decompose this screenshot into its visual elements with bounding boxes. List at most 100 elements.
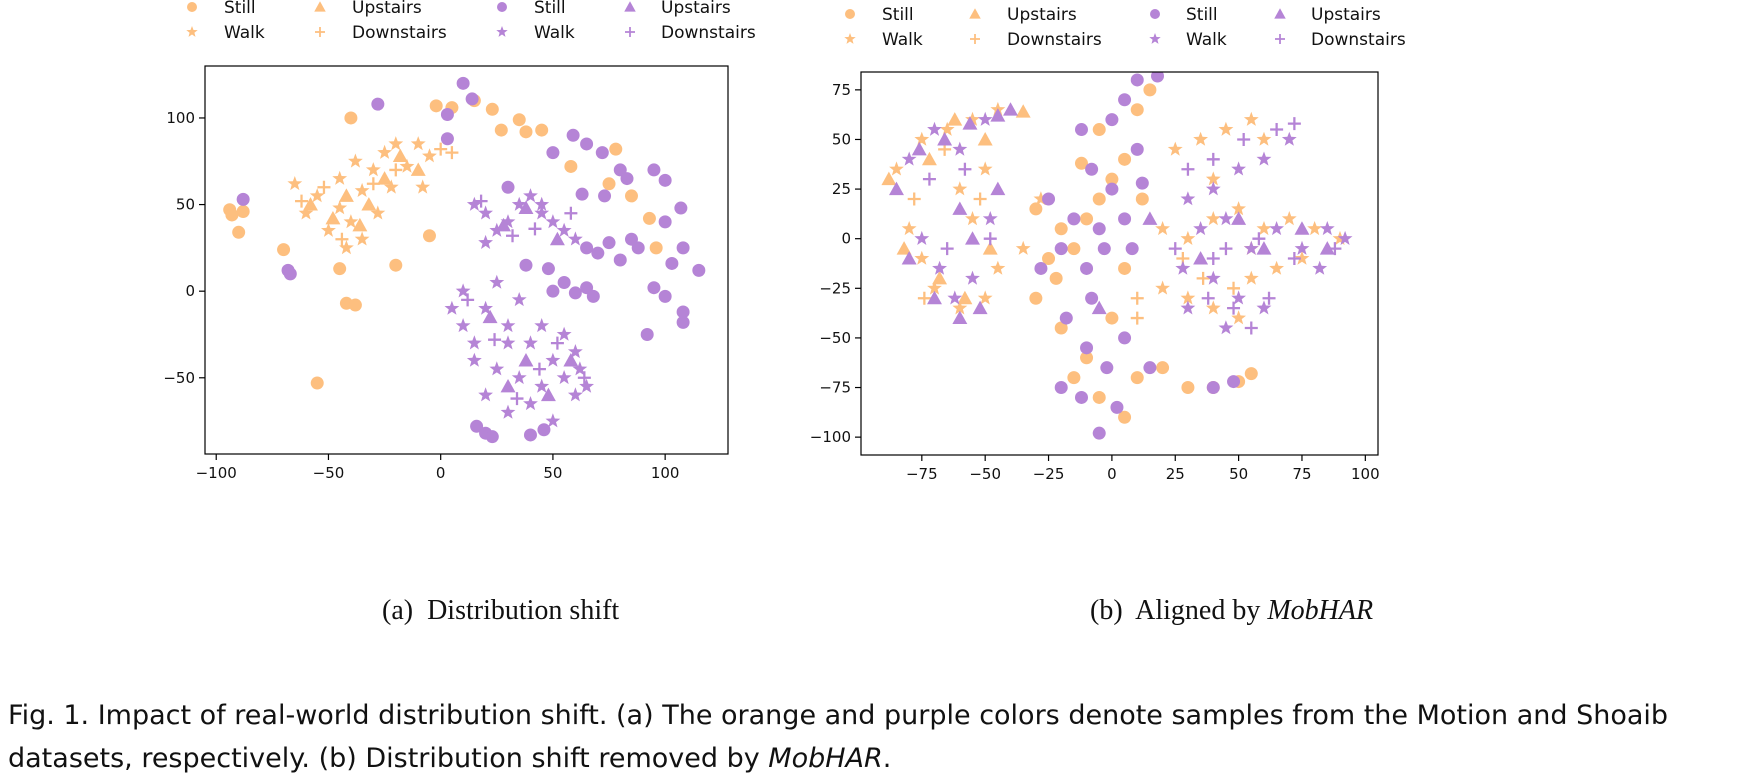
data-point-shoaib-walk	[556, 222, 572, 237]
data-point-motion-downstairs	[317, 180, 331, 194]
data-point-motion-walk	[332, 200, 348, 215]
data-point-motion-still	[344, 111, 358, 125]
data-point-motion-walk	[1015, 240, 1031, 255]
data-point-motion-still	[1067, 371, 1081, 385]
data-point-motion-still	[494, 123, 508, 137]
data-point-shoaib-walk	[489, 222, 505, 237]
data-point-shoaib-walk	[489, 361, 505, 376]
legend-label-shoaib-downstairs: Downstairs	[661, 23, 756, 43]
data-point-shoaib-downstairs	[564, 206, 578, 220]
data-point-shoaib-still	[647, 281, 661, 295]
data-point-shoaib-walk	[545, 352, 561, 367]
data-point-motion-walk	[354, 231, 370, 246]
data-point-motion-still	[1244, 367, 1258, 381]
data-point-motion-walk	[1243, 270, 1259, 285]
data-point-motion-walk	[343, 214, 359, 229]
data-point-shoaib-walk	[572, 361, 588, 376]
data-point-shoaib-still	[546, 146, 560, 160]
data-point-shoaib-still	[1105, 113, 1119, 127]
data-point-shoaib-still	[613, 253, 627, 267]
data-point-shoaib-upstairs	[1003, 102, 1018, 116]
legend-label-shoaib-downstairs: Downstairs	[1311, 30, 1406, 50]
data-point-shoaib-walk	[455, 283, 471, 298]
data-point-motion-walk	[1167, 141, 1183, 156]
x-tick-label: 100	[1351, 465, 1380, 483]
data-point-motion-still	[1118, 410, 1132, 424]
data-point-shoaib-walk	[1319, 221, 1335, 236]
data-point-shoaib-still	[575, 187, 589, 201]
figure-caption-line2-prefix: datasets, respectively. (b) Distribution…	[8, 743, 760, 774]
data-point-motion-upstairs	[352, 217, 368, 232]
data-point-shoaib-downstairs	[1287, 117, 1301, 131]
data-point-motion-upstairs	[338, 188, 354, 202]
chart-legend: Still Upstairs Still Upstairs Walk Downstairs…	[186, 0, 756, 43]
data-point-shoaib-still	[1151, 72, 1165, 83]
data-point-shoaib-upstairs	[1091, 300, 1107, 315]
data-point-shoaib-walk	[1218, 211, 1234, 226]
data-point-motion-walk	[977, 161, 993, 176]
data-point-shoaib-walk	[1269, 221, 1284, 236]
data-point-shoaib-still	[658, 215, 672, 229]
data-point-shoaib-downstairs	[532, 362, 546, 376]
data-point-motion-upstairs	[896, 241, 912, 255]
data-point-shoaib-upstairs	[1193, 251, 1209, 265]
figure-caption-line2-suffix: .	[882, 743, 892, 774]
data-point-shoaib-walk	[534, 205, 550, 220]
data-point-shoaib-upstairs	[911, 141, 927, 156]
data-point-motion-walk	[298, 205, 314, 220]
data-point-shoaib-still	[1227, 375, 1241, 389]
data-point-shoaib-walk	[523, 188, 538, 203]
data-point-motion-walk	[388, 136, 404, 151]
data-point-motion-still	[232, 225, 246, 239]
data-point-shoaib-walk	[511, 196, 527, 211]
data-point-shoaib-still	[1143, 361, 1157, 375]
legend-label-shoaib-still: Still	[534, 0, 566, 18]
data-point-motion-upstairs	[977, 131, 993, 146]
y-tick-label: 25	[832, 180, 851, 198]
data-point-motion-downstairs	[1227, 281, 1241, 295]
data-point-shoaib-walk	[567, 344, 583, 359]
x-tick-label: −75	[906, 465, 938, 483]
data-point-motion-walk	[1294, 250, 1310, 265]
data-point-motion-walk	[1218, 121, 1234, 136]
data-point-shoaib-still	[674, 201, 688, 215]
data-point-motion-still	[1118, 152, 1132, 166]
data-point-shoaib-still	[665, 256, 679, 270]
data-point-motion-downstairs	[1130, 291, 1144, 305]
data-point-shoaib-still	[541, 262, 555, 276]
legend-marker-shoaib-downstairs	[625, 27, 635, 37]
data-point-shoaib-downstairs	[958, 162, 972, 176]
data-point-shoaib-upstairs	[1231, 211, 1247, 225]
y-tick-label: −50	[819, 329, 851, 347]
data-point-shoaib-still	[236, 192, 250, 206]
data-point-motion-walk	[1231, 201, 1246, 216]
data-point-shoaib-walk	[901, 151, 917, 166]
data-point-shoaib-walk	[1256, 151, 1272, 166]
data-point-shoaib-upstairs	[1256, 241, 1272, 255]
data-point-shoaib-walk	[455, 318, 471, 333]
data-point-shoaib-walk	[466, 196, 482, 211]
data-point-motion-walk	[365, 162, 381, 177]
data-point-motion-still	[1092, 123, 1106, 137]
data-point-shoaib-upstairs	[965, 231, 980, 245]
data-point-motion-still	[1118, 261, 1132, 275]
legend-label-shoaib-upstairs: Upstairs	[1311, 5, 1381, 25]
data-point-shoaib-still	[1100, 361, 1114, 375]
data-point-shoaib-still	[676, 305, 690, 319]
data-point-shoaib-upstairs	[937, 131, 953, 146]
data-point-motion-walk	[977, 290, 993, 305]
data-point-shoaib-downstairs	[528, 222, 542, 236]
subcaption-a-text: Distribution shift	[427, 595, 620, 626]
data-point-motion-still	[389, 258, 403, 272]
legend-marker-motion-still	[845, 9, 855, 19]
data-point-motion-still	[1156, 361, 1170, 375]
data-point-shoaib-upstairs	[1142, 211, 1158, 225]
data-point-motion-downstairs	[1130, 311, 1144, 325]
data-point-motion-still	[1054, 321, 1068, 335]
y-tick-label: −50	[163, 369, 195, 387]
data-point-motion-walk	[370, 205, 386, 220]
x-tick-label: 100	[651, 464, 680, 482]
data-point-shoaib-still	[1085, 162, 1099, 176]
x-tick-label: −100	[196, 464, 237, 482]
y-tick-label: 100	[166, 109, 195, 127]
